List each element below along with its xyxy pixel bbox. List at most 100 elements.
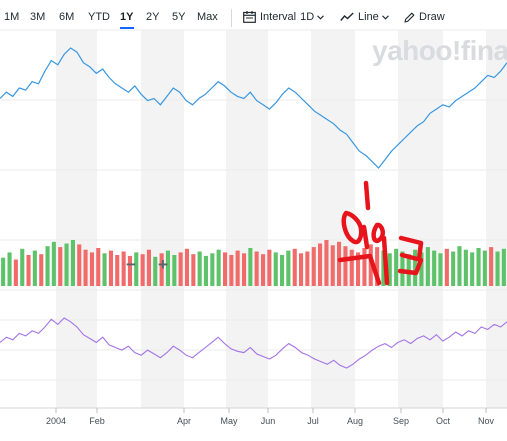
volume-bar: [438, 253, 443, 286]
x-tick-label: Feb: [89, 416, 105, 426]
volume-bar: [501, 248, 506, 286]
volume-bar: [178, 252, 183, 286]
x-tick-label: Apr: [177, 416, 191, 426]
volume-bar: [159, 253, 164, 286]
volume-bar: [229, 255, 234, 286]
zoom-out-button[interactable]: −: [126, 255, 136, 274]
volume-bar: [349, 249, 354, 286]
volume-bar: [299, 253, 304, 286]
volume-bar: [184, 248, 189, 286]
month-band: [398, 30, 443, 408]
volume-bar: [127, 255, 132, 286]
volume-bar: [444, 248, 449, 286]
horizontal-gridlines: [0, 29, 507, 409]
volume-bar: [273, 252, 278, 286]
volume-bar: [267, 249, 272, 286]
volume-bar: [223, 252, 228, 286]
range-max-button[interactable]: Max: [197, 11, 218, 23]
price-series-line: [0, 47, 507, 169]
range-ytd-button[interactable]: YTD: [88, 11, 110, 23]
chart-type-label: Line: [358, 11, 379, 23]
volume-bar: [13, 259, 18, 286]
volume-bar: [216, 249, 221, 286]
volume-bar: [121, 251, 126, 286]
volume-bar: [286, 250, 291, 286]
volume-bar: [153, 256, 158, 286]
chart-type-dropdown[interactable]: Line: [340, 11, 389, 23]
volume-bar: [330, 245, 335, 286]
volume-bar: [58, 247, 63, 286]
volume-bar: [45, 246, 50, 286]
volume-bar: [64, 243, 69, 286]
volume-bar: [425, 247, 430, 286]
volume-bar: [261, 254, 266, 286]
volume-bar: [1, 257, 6, 286]
range-1m-button[interactable]: 1M: [4, 11, 20, 23]
volume-bar: [394, 248, 399, 286]
range-5y-button[interactable]: 5Y: [172, 11, 186, 23]
volume-bar: [419, 252, 424, 286]
volume-bar: [432, 250, 437, 286]
volume-bar: [292, 248, 297, 286]
volume-bar: [89, 252, 94, 286]
volume-bar: [362, 248, 367, 286]
volume-bar: [375, 247, 380, 286]
volume-bar: [20, 248, 25, 286]
volume-bar: [324, 240, 329, 286]
month-band: [311, 30, 355, 408]
volume-bar: [7, 252, 12, 286]
price-line: [0, 47, 507, 169]
volume-bar: [254, 251, 259, 286]
indicator-line: [0, 317, 507, 369]
volume-bar: [463, 249, 468, 286]
month-band: [56, 30, 97, 408]
handwritten-red-annotation: [337, 180, 424, 286]
interval-value: 1D: [300, 11, 315, 23]
volume-bar: [108, 250, 113, 286]
volume-bar: [172, 255, 177, 286]
volume-bar: [203, 255, 208, 286]
x-tick-label: Sep: [393, 416, 409, 426]
chart-toolbar: 1M 3M 6M YTD 1Y 2Y 5Y Max Interval 1D Li…: [0, 0, 507, 36]
volume-bar: [83, 249, 88, 286]
volume-bar: [470, 252, 475, 286]
chevron-down-icon: [381, 14, 389, 20]
range-2y-button[interactable]: 2Y: [146, 11, 160, 23]
volume-bar: [32, 250, 37, 286]
calendar-icon: [243, 11, 256, 23]
yahoo-finance-watermark: yahoo!fina: [372, 35, 507, 66]
volume-bar: [387, 253, 392, 286]
volume-bar: [356, 252, 361, 286]
volume-bar: [146, 249, 151, 286]
volume-bar: [318, 243, 323, 286]
range-1y-button[interactable]: 1Y: [120, 11, 134, 23]
volume-bar: [197, 251, 202, 286]
zoom-in-button[interactable]: +: [158, 255, 168, 274]
volume-bar: [115, 255, 120, 286]
volume-bar: [337, 241, 342, 286]
range-3m-button[interactable]: 3M: [30, 11, 46, 23]
volume-bar: [248, 248, 253, 286]
draw-label: Draw: [419, 11, 445, 23]
interval-dropdown[interactable]: Interval 1D: [243, 11, 325, 23]
x-tick-label: Jul: [307, 416, 319, 426]
volume-bar: [191, 254, 196, 286]
volume-bar: [311, 247, 316, 286]
volume-bar: [476, 248, 481, 286]
range-6m-button[interactable]: 6M: [59, 11, 75, 23]
interval-label: Interval: [260, 11, 297, 23]
month-band: [486, 30, 507, 408]
x-tick-label: Oct: [436, 416, 451, 426]
draw-button[interactable]: Draw: [404, 11, 445, 23]
x-tick-label: Jun: [261, 416, 276, 426]
month-band: [226, 30, 268, 408]
volume-bar: [235, 250, 240, 286]
volume-bar: [280, 255, 285, 286]
volume-bar: [451, 251, 456, 286]
volume-bar: [413, 249, 418, 286]
x-axis: 2004 Feb Apr May Jun Jul Aug Sep Oct Nov: [46, 408, 494, 426]
pencil-icon: [404, 12, 415, 23]
volume-bar: [51, 241, 56, 286]
x-tick-label: 2004: [46, 416, 66, 426]
